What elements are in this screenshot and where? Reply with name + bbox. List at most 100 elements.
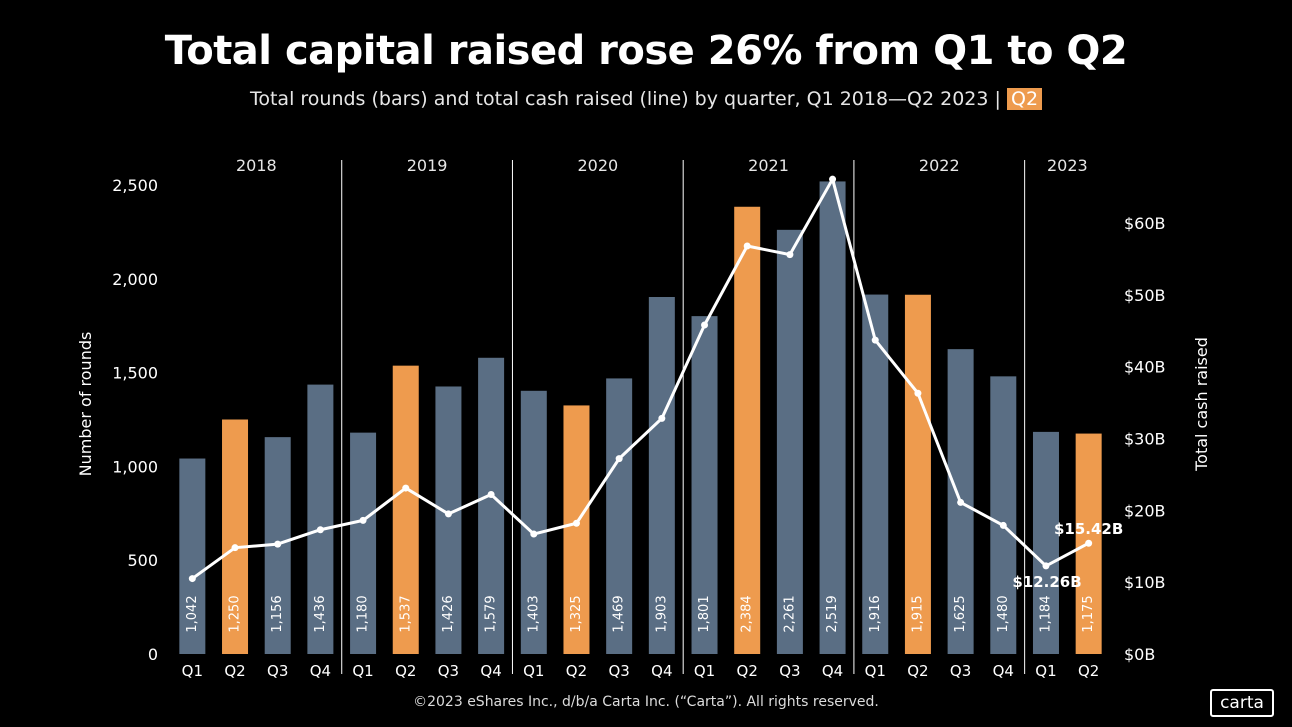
bar bbox=[691, 316, 718, 654]
bar-data-label: 1,916 bbox=[868, 595, 883, 632]
bar bbox=[350, 432, 377, 654]
y-tick-label: 1,500 bbox=[112, 364, 158, 383]
bar bbox=[307, 384, 334, 654]
y-tick-label: 2,000 bbox=[112, 270, 158, 289]
bar-data-label: 1,403 bbox=[526, 595, 541, 632]
bar bbox=[776, 229, 803, 654]
line-point bbox=[444, 510, 452, 518]
x-tick-label: Q3 bbox=[950, 662, 971, 680]
x-tick-label: Q4 bbox=[310, 662, 331, 680]
y-right-tick-label: $40B bbox=[1124, 358, 1166, 377]
bar-data-label: 1,250 bbox=[228, 595, 243, 632]
year-label: 2018 bbox=[236, 156, 277, 175]
line-point bbox=[658, 414, 666, 422]
line-point bbox=[615, 455, 623, 463]
bar-data-label: 1,156 bbox=[270, 595, 285, 632]
year-label: 2023 bbox=[1047, 156, 1088, 175]
y-right-tick-label: $10B bbox=[1124, 573, 1166, 592]
bar-data-label: 2,384 bbox=[740, 595, 755, 632]
bar-data-label: 1,915 bbox=[910, 595, 925, 632]
y-tick-label: 0 bbox=[148, 645, 158, 664]
line-point bbox=[572, 519, 580, 527]
chart-subtitle: Total rounds (bars) and total cash raise… bbox=[0, 88, 1292, 110]
bar bbox=[392, 365, 419, 654]
line-point bbox=[786, 251, 794, 259]
y-right-axis-title: Total cash raised bbox=[1192, 337, 1211, 472]
copyright-footer: ©2023 eShares Inc., d/b/a Carta Inc. (“C… bbox=[413, 694, 879, 710]
x-tick-label: Q3 bbox=[267, 662, 288, 680]
bar-data-label: 1,175 bbox=[1081, 595, 1096, 632]
y-right-tick-label: $20B bbox=[1124, 501, 1166, 520]
x-tick-label: Q1 bbox=[182, 662, 203, 680]
line-point bbox=[871, 336, 879, 344]
bar-data-label: 1,180 bbox=[356, 595, 371, 632]
line-point bbox=[359, 516, 367, 524]
y-right-tick-label: $0B bbox=[1124, 645, 1155, 664]
x-tick-label: Q3 bbox=[779, 662, 800, 680]
x-tick-label: Q2 bbox=[737, 662, 758, 680]
line-point bbox=[530, 530, 538, 538]
y-tick-label: 500 bbox=[127, 551, 158, 570]
subtitle-text: Total rounds (bars) and total cash raise… bbox=[249, 88, 1001, 110]
line-point bbox=[701, 321, 709, 329]
x-tick-label: Q2 bbox=[395, 662, 416, 680]
line-point bbox=[1085, 539, 1093, 547]
bar-data-label: 1,903 bbox=[654, 595, 669, 632]
line-point bbox=[1042, 562, 1050, 570]
line-point bbox=[914, 389, 922, 397]
bar-data-label: 1,042 bbox=[185, 595, 200, 632]
x-tick-label: Q1 bbox=[1035, 662, 1056, 680]
bar-data-label: 1,625 bbox=[953, 595, 968, 632]
x-tick-label: Q1 bbox=[865, 662, 886, 680]
bar bbox=[179, 458, 206, 654]
x-tick-label: Q4 bbox=[480, 662, 501, 680]
line-point bbox=[829, 175, 837, 183]
x-tick-label: Q4 bbox=[651, 662, 672, 680]
bar bbox=[648, 296, 675, 654]
x-tick-label: Q2 bbox=[907, 662, 928, 680]
line-point bbox=[402, 484, 410, 492]
line-point bbox=[487, 491, 495, 499]
line-point bbox=[957, 498, 965, 506]
x-tick-label: Q3 bbox=[608, 662, 629, 680]
bar-data-label: 2,519 bbox=[825, 595, 840, 632]
bar bbox=[734, 206, 761, 654]
year-label: 2022 bbox=[919, 156, 960, 175]
bar bbox=[904, 294, 931, 654]
bar-data-label: 1,325 bbox=[569, 595, 584, 632]
line-point bbox=[316, 526, 324, 534]
bar bbox=[520, 390, 547, 654]
bar-data-label: 2,261 bbox=[782, 595, 797, 632]
year-label: 2019 bbox=[407, 156, 448, 175]
x-tick-label: Q3 bbox=[438, 662, 459, 680]
x-tick-label: Q4 bbox=[993, 662, 1014, 680]
line-point bbox=[743, 242, 751, 250]
y-right-tick-label: $30B bbox=[1124, 430, 1166, 449]
bar bbox=[819, 181, 846, 654]
x-tick-label: Q1 bbox=[352, 662, 373, 680]
bar-data-label: 1,426 bbox=[441, 595, 456, 632]
bar bbox=[478, 357, 505, 654]
x-tick-label: Q4 bbox=[822, 662, 843, 680]
bar bbox=[563, 405, 590, 654]
x-tick-label: Q2 bbox=[1078, 662, 1099, 680]
bar bbox=[862, 294, 889, 654]
x-tick-label: Q2 bbox=[566, 662, 587, 680]
cash-raised-line bbox=[191, 177, 1090, 580]
y-tick-label: 1,000 bbox=[112, 457, 158, 476]
chart-title: Total capital raised rose 26% from Q1 to… bbox=[164, 28, 1128, 74]
carta-logo: carta bbox=[1210, 689, 1274, 717]
x-tick-label: Q1 bbox=[694, 662, 715, 680]
year-label: 2021 bbox=[748, 156, 789, 175]
bar-data-label: 1,537 bbox=[398, 595, 413, 632]
bar bbox=[990, 376, 1017, 654]
y-tick-label: 2,500 bbox=[112, 176, 158, 195]
bar-data-label: 1,801 bbox=[697, 595, 712, 632]
line-point bbox=[274, 540, 282, 548]
x-tick-label: Q1 bbox=[523, 662, 544, 680]
line-point bbox=[999, 521, 1007, 529]
bar-data-label: 1,579 bbox=[484, 595, 499, 632]
bar bbox=[606, 378, 633, 654]
year-label: 2020 bbox=[577, 156, 618, 175]
